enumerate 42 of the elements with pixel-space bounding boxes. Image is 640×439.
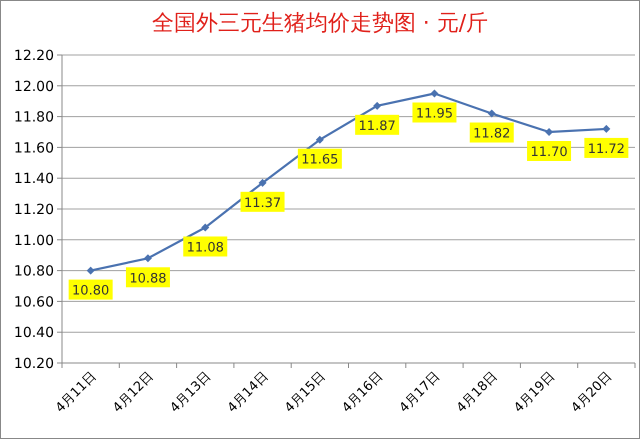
data-label: 11.87	[358, 118, 396, 134]
data-label: 11.65	[301, 152, 338, 168]
data-label: 11.08	[186, 240, 224, 256]
y-tick-label: 12.20	[14, 48, 54, 64]
data-label: 11.70	[530, 145, 568, 160]
y-tick-label: 11.80	[14, 110, 54, 126]
point	[545, 128, 554, 136]
x-tick-label: 4月19日	[511, 369, 558, 416]
data-label: 10.88	[129, 271, 167, 286]
x-tick-label: 4月18日	[454, 369, 501, 416]
y-tick-label: 11.40	[14, 171, 54, 188]
point	[144, 254, 152, 262]
chart-title: 全国外三元生猪均价走势图 · 元/斤	[152, 11, 488, 36]
point	[488, 110, 496, 118]
point	[430, 90, 438, 98]
y-tick-label: 10.60	[14, 294, 54, 310]
x-tick-label: 4月16日	[339, 369, 386, 416]
y-tick-label: 11.20	[14, 202, 54, 218]
x-tick-label: 4月11日	[52, 369, 100, 416]
x-tick-label: 4月12日	[110, 369, 157, 416]
x-tick-label: 4月13日	[168, 369, 214, 416]
point	[86, 266, 95, 275]
point	[258, 178, 267, 187]
x-tick-label: 4月14日	[224, 369, 272, 416]
y-tick-label: 12.00	[14, 78, 54, 95]
point	[373, 102, 382, 110]
data-label: 10.80	[72, 284, 110, 299]
y-tick-label: 11.60	[14, 140, 54, 156]
point	[316, 136, 324, 144]
y-tick-label: 11.00	[14, 232, 54, 249]
data-label: 11.82	[473, 126, 510, 142]
x-tick-label: 4月17日	[396, 369, 444, 416]
y-tick-label: 10.40	[14, 325, 54, 342]
x-tick-label: 4月15日	[282, 369, 329, 416]
point	[602, 124, 610, 133]
y-tick-label: 10.80	[14, 264, 54, 280]
data-label: 11.37	[244, 196, 282, 211]
data-label: 11.72	[588, 142, 625, 157]
point	[201, 223, 210, 232]
data-label: 11.95	[416, 106, 454, 122]
x-tick-label: 4月20日	[568, 369, 616, 416]
y-tick-label: 10.20	[14, 356, 54, 372]
